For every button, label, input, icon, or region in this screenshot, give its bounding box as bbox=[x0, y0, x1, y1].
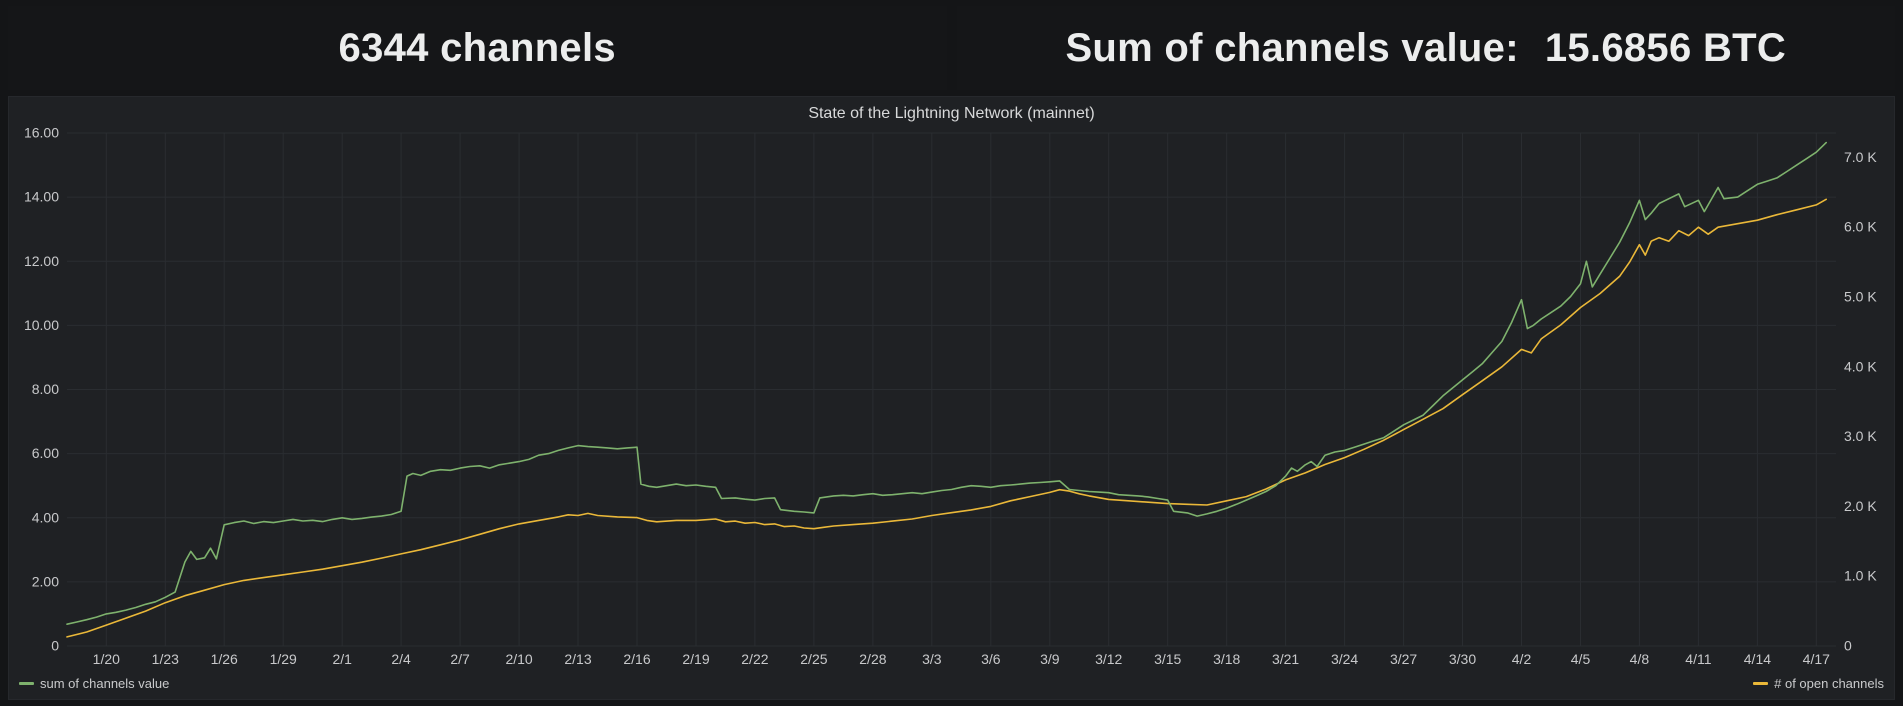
svg-text:2/1: 2/1 bbox=[332, 651, 352, 667]
stat-open-channels-text: 6344 channels bbox=[339, 26, 616, 71]
svg-text:0: 0 bbox=[1844, 638, 1852, 654]
legend-sum-of-channels-value[interactable]: sum of channels value bbox=[19, 676, 169, 691]
svg-text:2/4: 2/4 bbox=[391, 651, 411, 667]
svg-text:3/12: 3/12 bbox=[1095, 651, 1122, 667]
svg-text:2/22: 2/22 bbox=[741, 651, 768, 667]
legend-label-num-open-channels: # of open channels bbox=[1774, 676, 1884, 691]
svg-text:7.0 K: 7.0 K bbox=[1844, 149, 1877, 165]
svg-text:3/24: 3/24 bbox=[1331, 651, 1358, 667]
svg-text:4/2: 4/2 bbox=[1512, 651, 1532, 667]
svg-text:1/29: 1/29 bbox=[270, 651, 297, 667]
stats-row: 6344 channels Sum of channels value: 15.6… bbox=[8, 6, 1895, 90]
svg-text:1/20: 1/20 bbox=[93, 651, 120, 667]
svg-text:3.0 K: 3.0 K bbox=[1844, 428, 1877, 444]
svg-text:4/5: 4/5 bbox=[1571, 651, 1591, 667]
svg-text:2/19: 2/19 bbox=[682, 651, 709, 667]
svg-text:2/7: 2/7 bbox=[450, 651, 470, 667]
graph-panel: State of the Lightning Network (mainnet)… bbox=[8, 96, 1895, 700]
legend-num-open-channels[interactable]: # of open channels bbox=[1753, 676, 1884, 691]
svg-text:2/10: 2/10 bbox=[505, 651, 532, 667]
svg-text:0: 0 bbox=[51, 638, 59, 654]
svg-text:16.00: 16.00 bbox=[24, 125, 59, 141]
svg-text:10.00: 10.00 bbox=[24, 317, 59, 333]
svg-text:2.0 K: 2.0 K bbox=[1844, 498, 1877, 514]
svg-text:6.0 K: 6.0 K bbox=[1844, 219, 1877, 235]
svg-text:12.00: 12.00 bbox=[24, 253, 59, 269]
svg-text:4/8: 4/8 bbox=[1630, 651, 1650, 667]
plot-area: 0 2.00 4.00 6.00 8.00 10.00 12.00 14.00 16.00 0 1.… bbox=[9, 125, 1894, 674]
svg-text:3/27: 3/27 bbox=[1390, 651, 1417, 667]
time-series-chart[interactable]: 0 2.00 4.00 6.00 8.00 10.00 12.00 14.00 16.00 0 1.… bbox=[9, 125, 1894, 674]
svg-text:4/17: 4/17 bbox=[1803, 651, 1830, 667]
svg-text:3/9: 3/9 bbox=[1040, 651, 1060, 667]
stat-open-channels-postfix: channels bbox=[440, 25, 616, 70]
svg-text:1/26: 1/26 bbox=[211, 651, 238, 667]
svg-text:3/18: 3/18 bbox=[1213, 651, 1240, 667]
svg-text:1.0 K: 1.0 K bbox=[1844, 568, 1877, 584]
svg-text:4.00: 4.00 bbox=[32, 509, 59, 525]
svg-text:2/16: 2/16 bbox=[623, 651, 650, 667]
svg-text:4/11: 4/11 bbox=[1685, 651, 1711, 667]
stat-sum-value-postfix: BTC bbox=[1702, 25, 1787, 70]
svg-text:2/13: 2/13 bbox=[564, 651, 591, 667]
legend-label-sum-of-channels-value: sum of channels value bbox=[40, 676, 170, 691]
svg-text:3/21: 3/21 bbox=[1272, 651, 1299, 667]
svg-text:4.0 K: 4.0 K bbox=[1844, 358, 1877, 374]
chart-legend: sum of channels value # of open channels bbox=[9, 674, 1894, 699]
svg-text:5.0 K: 5.0 K bbox=[1844, 289, 1877, 305]
panel-title[interactable]: State of the Lightning Network (mainnet) bbox=[808, 105, 1095, 122]
svg-text:6.00: 6.00 bbox=[32, 445, 59, 461]
svg-text:3/6: 3/6 bbox=[981, 651, 1001, 667]
svg-text:3/15: 3/15 bbox=[1154, 651, 1181, 667]
legend-swatch-green-icon bbox=[19, 682, 34, 685]
svg-text:8.00: 8.00 bbox=[32, 381, 59, 397]
stat-sum-value-value: 15.6856 bbox=[1544, 25, 1692, 70]
stat-sum-value-panel[interactable]: Sum of channels value: 15.6856 BTC bbox=[956, 6, 1895, 90]
svg-text:3/3: 3/3 bbox=[922, 651, 942, 667]
svg-text:2.00: 2.00 bbox=[32, 573, 59, 589]
stat-sum-value-text: Sum of channels value: 15.6856 BTC bbox=[1065, 26, 1786, 71]
svg-text:3/30: 3/30 bbox=[1449, 651, 1476, 667]
svg-text:2/25: 2/25 bbox=[800, 651, 827, 667]
svg-text:2/28: 2/28 bbox=[859, 651, 886, 667]
svg-text:1/23: 1/23 bbox=[152, 651, 179, 667]
svg-text:4/14: 4/14 bbox=[1744, 651, 1771, 667]
stat-open-channels-panel[interactable]: 6344 channels bbox=[8, 6, 947, 90]
legend-swatch-yellow-icon bbox=[1753, 682, 1769, 685]
stat-sum-value-prefix: Sum of channels value: bbox=[1065, 25, 1519, 70]
stat-open-channels-value: 6344 bbox=[338, 25, 429, 70]
svg-text:14.00: 14.00 bbox=[24, 189, 59, 205]
